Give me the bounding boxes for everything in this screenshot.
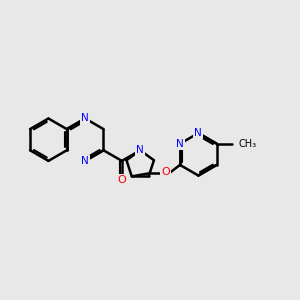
Text: N: N bbox=[176, 139, 184, 149]
Text: O: O bbox=[161, 167, 170, 177]
Text: N: N bbox=[81, 113, 89, 124]
Text: CH₃: CH₃ bbox=[238, 139, 256, 149]
Text: N: N bbox=[81, 156, 89, 166]
Text: N: N bbox=[194, 128, 202, 138]
Text: N: N bbox=[136, 145, 144, 155]
Text: O: O bbox=[118, 175, 126, 185]
